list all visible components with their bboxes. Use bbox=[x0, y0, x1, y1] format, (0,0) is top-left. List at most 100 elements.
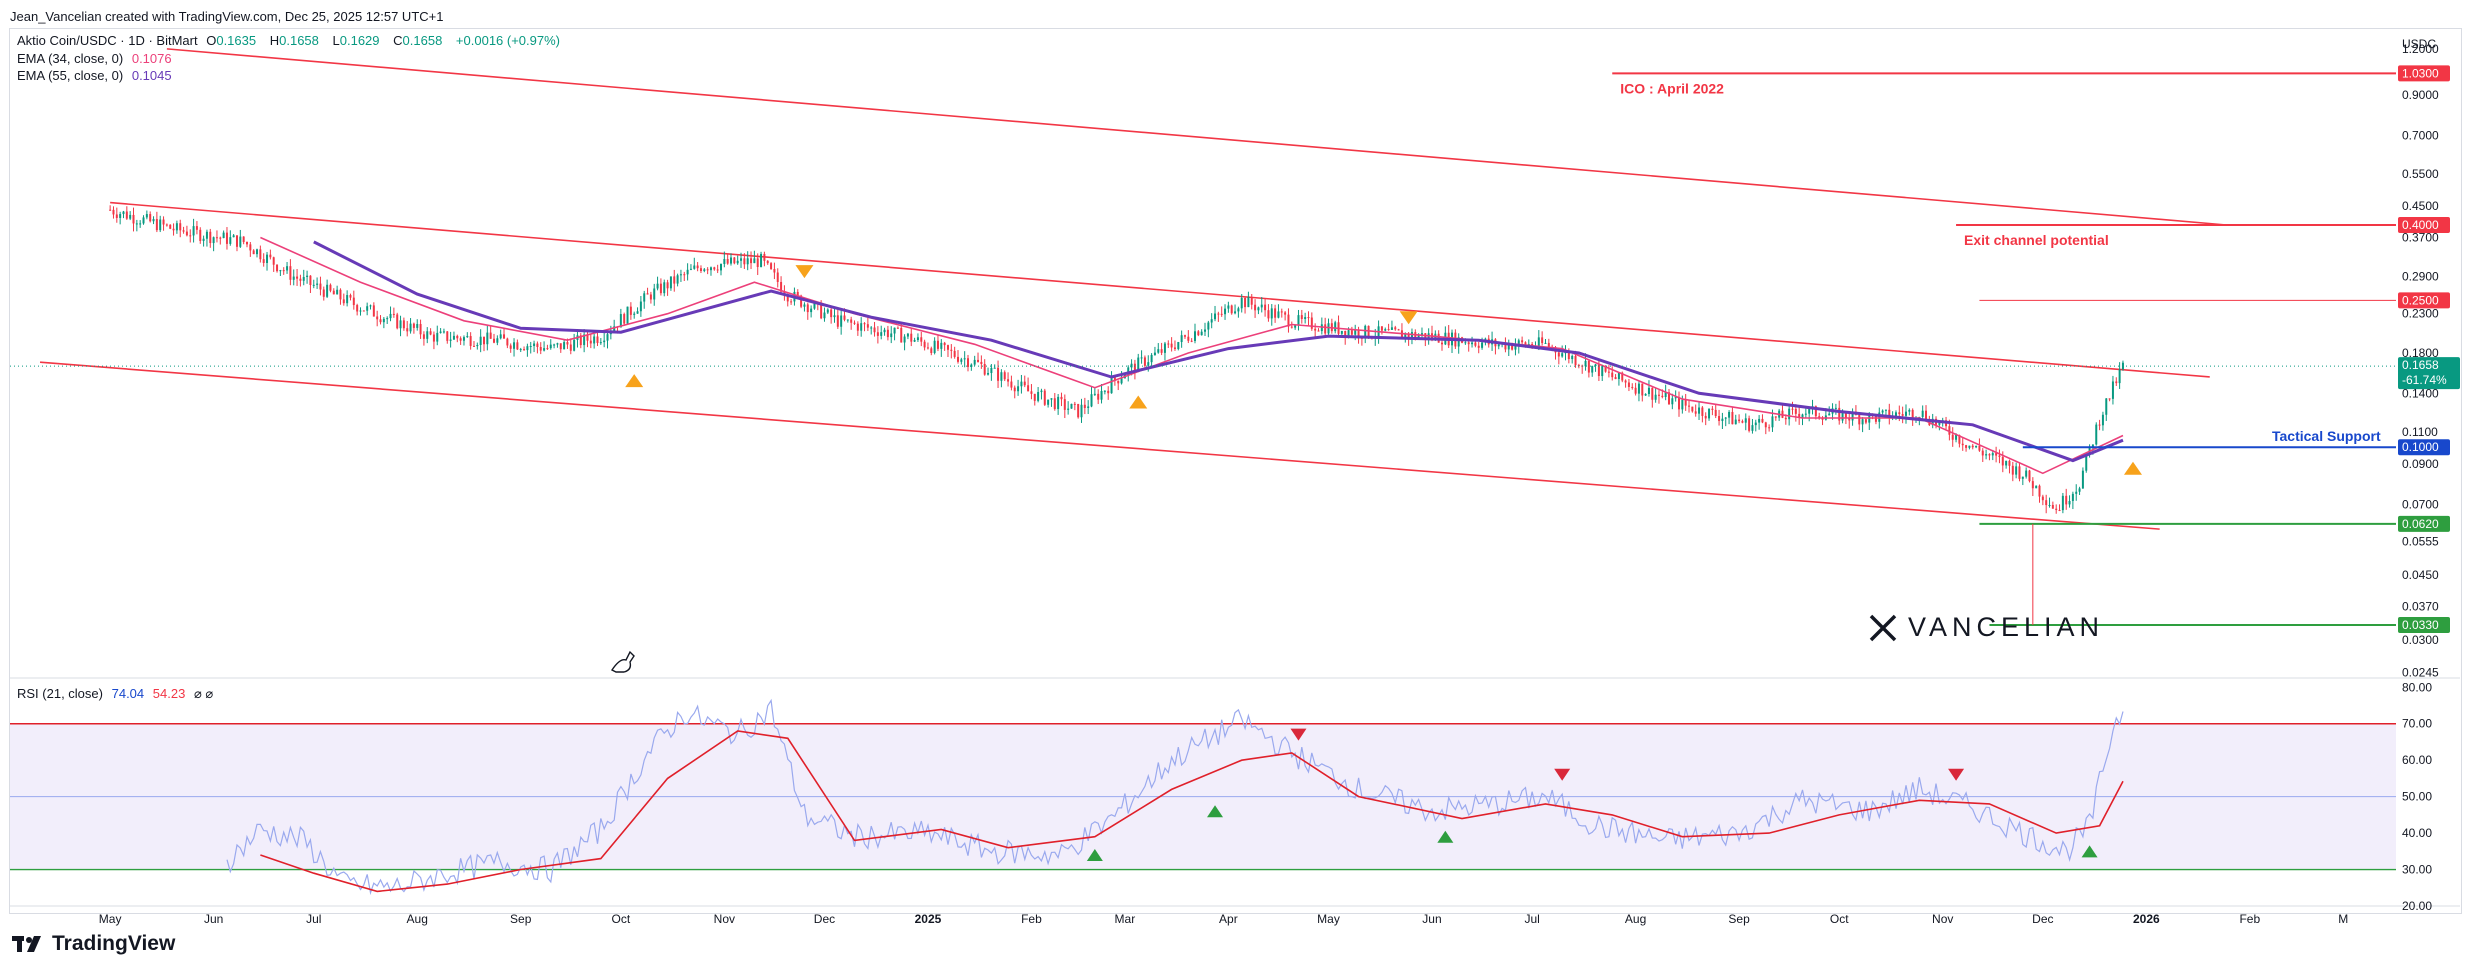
candle-body bbox=[1834, 407, 1837, 409]
candle-body bbox=[2001, 456, 2004, 466]
candle-body bbox=[476, 345, 479, 347]
candle-body bbox=[1127, 367, 1130, 375]
candle-body bbox=[1113, 377, 1116, 381]
candle-body bbox=[826, 309, 829, 313]
candle-body bbox=[1761, 418, 1764, 423]
vancelian-watermark: VANCELIAN bbox=[1868, 612, 2104, 643]
candle-body bbox=[860, 323, 863, 331]
candle-body bbox=[2048, 504, 2051, 506]
candle-body bbox=[482, 336, 485, 345]
candle-body bbox=[322, 289, 325, 297]
candle-body bbox=[579, 335, 582, 346]
candle-body bbox=[506, 338, 509, 346]
candle-body bbox=[416, 324, 419, 328]
candle-body bbox=[162, 219, 165, 225]
candle-body bbox=[1190, 340, 1193, 342]
time-tick-label: Sep bbox=[1728, 912, 1750, 926]
candle-body bbox=[432, 334, 435, 342]
candle-body bbox=[202, 238, 205, 241]
candle-body bbox=[452, 335, 455, 340]
price-tick-label: 0.5500 bbox=[2402, 167, 2439, 181]
candle-body bbox=[509, 345, 512, 349]
candle-body bbox=[1033, 393, 1036, 401]
level-price-label: 1.0300 bbox=[2402, 66, 2439, 80]
candle-body bbox=[356, 305, 359, 312]
candle-body bbox=[526, 346, 529, 351]
candle-body bbox=[803, 304, 806, 307]
rsi-tick-label: 50.00 bbox=[2402, 790, 2432, 804]
candle-body bbox=[1557, 352, 1560, 357]
candle-body bbox=[326, 284, 329, 297]
candle-body bbox=[2015, 466, 2018, 475]
candle-body bbox=[1698, 407, 1701, 414]
candle-body bbox=[1507, 344, 1510, 350]
candle-body bbox=[993, 367, 996, 369]
candle-body bbox=[1284, 312, 1287, 315]
candle-body bbox=[1327, 323, 1330, 334]
candle-body bbox=[893, 327, 896, 334]
candle-body bbox=[302, 277, 305, 281]
last-price-tag bbox=[2398, 357, 2460, 390]
candle-body bbox=[1087, 406, 1090, 408]
candle-body bbox=[1894, 412, 1897, 417]
rsi-signal-triangle-icon bbox=[1554, 768, 1571, 781]
channel-line bbox=[39, 361, 2160, 530]
candle-body bbox=[1651, 387, 1654, 400]
candle-body bbox=[1517, 340, 1520, 346]
time-tick-label: 2025 bbox=[915, 912, 942, 926]
candle-body bbox=[706, 269, 709, 271]
tradingview-brand[interactable]: TradingView bbox=[12, 932, 175, 956]
candle-body bbox=[906, 333, 909, 337]
candle-body bbox=[830, 309, 833, 318]
candle-body bbox=[135, 223, 138, 225]
level-price-tag bbox=[2398, 292, 2450, 309]
candle-body bbox=[346, 295, 349, 304]
candle-body bbox=[1794, 408, 1797, 414]
candle-body bbox=[846, 319, 849, 321]
price-tick-label: 0.0555 bbox=[2402, 535, 2439, 549]
candle-body bbox=[1965, 445, 1968, 448]
candle-body bbox=[623, 314, 626, 324]
candle-body bbox=[689, 268, 692, 270]
candle-body bbox=[112, 209, 115, 215]
ema55-value: 0.1045 bbox=[131, 68, 172, 83]
time-tick-label: Aug bbox=[1625, 912, 1646, 926]
candle-body bbox=[339, 289, 342, 300]
candle-body bbox=[1547, 342, 1550, 347]
candle-body bbox=[546, 348, 549, 350]
candle-body bbox=[1040, 390, 1043, 393]
candle-body bbox=[296, 276, 299, 279]
candle-body bbox=[185, 231, 188, 236]
candle-body bbox=[1597, 364, 1600, 377]
candle-body bbox=[2091, 444, 2094, 448]
price-tick-label: 1.2000 bbox=[2402, 42, 2439, 56]
candle-body bbox=[1938, 422, 1941, 425]
candle-body bbox=[1841, 411, 1844, 421]
candle-body bbox=[1951, 434, 1954, 440]
signal-triangle-icon bbox=[795, 265, 814, 279]
candle-body bbox=[553, 344, 556, 346]
candle-body bbox=[459, 338, 462, 341]
candle-body bbox=[1380, 326, 1383, 331]
candle-body bbox=[319, 283, 322, 290]
rsi-signal-triangle-icon bbox=[2081, 845, 2098, 858]
candle-body bbox=[2095, 424, 2098, 445]
tradingview-name: TradingView bbox=[52, 932, 176, 955]
candle-body bbox=[396, 314, 399, 329]
candle-body bbox=[262, 259, 265, 264]
candle-body bbox=[916, 337, 919, 341]
price-tick-label: 0.1400 bbox=[2402, 386, 2439, 400]
candle-body bbox=[225, 232, 228, 244]
candle-body bbox=[1958, 435, 1961, 444]
candle-body bbox=[1898, 412, 1901, 415]
candle-body bbox=[409, 323, 412, 332]
candle-body bbox=[1057, 396, 1060, 410]
level-price-label: 0.4000 bbox=[2402, 218, 2439, 232]
candle-body bbox=[1884, 409, 1887, 411]
candle-body bbox=[890, 333, 893, 338]
candle-body bbox=[2108, 398, 2111, 400]
candle-body bbox=[1147, 362, 1150, 366]
candle-body bbox=[142, 217, 145, 224]
candle-body bbox=[259, 249, 262, 260]
